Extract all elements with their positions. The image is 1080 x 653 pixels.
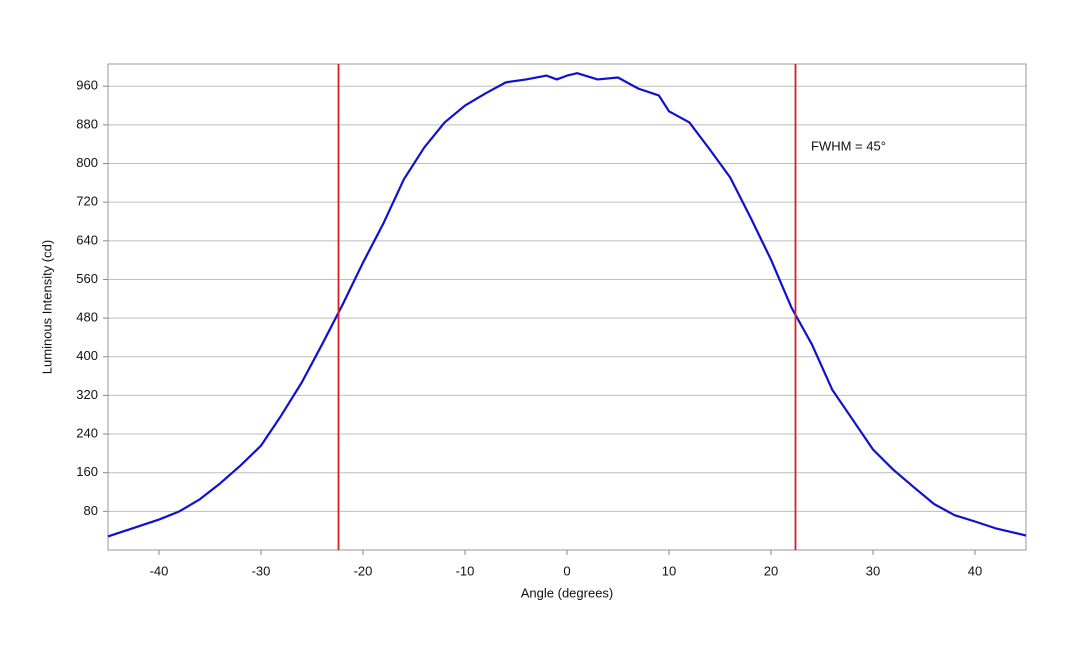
y-tick-label: 560 (76, 271, 98, 286)
y-tick-label: 400 (76, 348, 98, 363)
y-tick-label: 640 (76, 232, 98, 247)
x-tick-label: -40 (150, 563, 169, 578)
y-tick-label: 240 (76, 425, 98, 440)
x-tick-label: 30 (866, 563, 880, 578)
x-tick-label: 0 (563, 563, 570, 578)
y-axis-label: Luminous Intensity (cd) (39, 240, 54, 374)
y-tick-label: 160 (76, 464, 98, 479)
x-axis-label: Angle (degrees) (521, 585, 614, 600)
data-line (107, 72, 1027, 538)
y-tick-label: 720 (76, 194, 98, 209)
x-tick-label: -10 (456, 563, 475, 578)
x-tick-label: -20 (354, 563, 373, 578)
y-tick-label: 80 (84, 503, 98, 518)
x-tick-label: 40 (968, 563, 982, 578)
y-tick-label: 480 (76, 310, 98, 325)
y-tick-label: 800 (76, 155, 98, 170)
x-tick-label: -30 (252, 563, 271, 578)
y-tick-label: 880 (76, 116, 98, 131)
y-tick-label: 960 (76, 78, 98, 93)
y-tick-label: 320 (76, 387, 98, 402)
x-tick-label: 20 (764, 563, 778, 578)
annotation: FWHM = 45° (811, 138, 886, 153)
x-tick-label: 10 (662, 563, 676, 578)
plot-border (107, 63, 1027, 551)
